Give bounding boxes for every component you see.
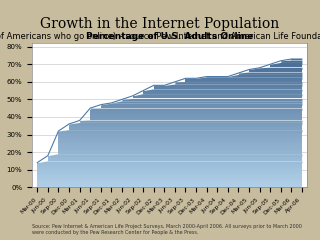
Text: Source: Pew Internet & American Life Project Surveys, March 2000-April 2006. All: Source: Pew Internet & American Life Pro…: [32, 224, 302, 235]
Text: Growth in the Internet Population: Growth in the Internet Population: [40, 17, 280, 31]
Title: Percentage of U.S. Adults Online: Percentage of U.S. Adults Online: [86, 32, 253, 41]
Text: (% of Americans who go online) – source Pew Internet and American Life Foundatio: (% of Americans who go online) – source …: [0, 32, 320, 41]
